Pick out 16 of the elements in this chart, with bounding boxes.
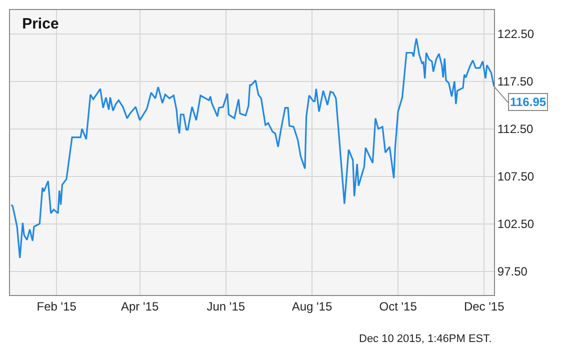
y-tick-label: 117.50 [497,74,534,88]
chart-title: Price [22,16,59,33]
y-tick-label: 122.50 [497,26,534,41]
y-tick-label: 112.50 [497,122,534,136]
x-tick-label: Jun '15 [206,299,246,314]
x-tick-label: Dec '15 [464,299,505,314]
y-tick-label: 107.50 [497,169,534,184]
text: Dec 10 2015, 1:46PM EST. [359,333,492,345]
x-tick-label: Oct '15 [379,299,418,314]
annotation: 116.95 [510,95,546,109]
y-tick-label: 102.50 [497,216,534,231]
x-tick-label: Aug '15 [292,299,332,314]
y-tick-label: 97.50 [497,264,528,278]
x-tick-label: Feb '15 [36,299,77,314]
line-series [10,38,494,259]
x-tick-label: Apr '15 [120,299,159,314]
